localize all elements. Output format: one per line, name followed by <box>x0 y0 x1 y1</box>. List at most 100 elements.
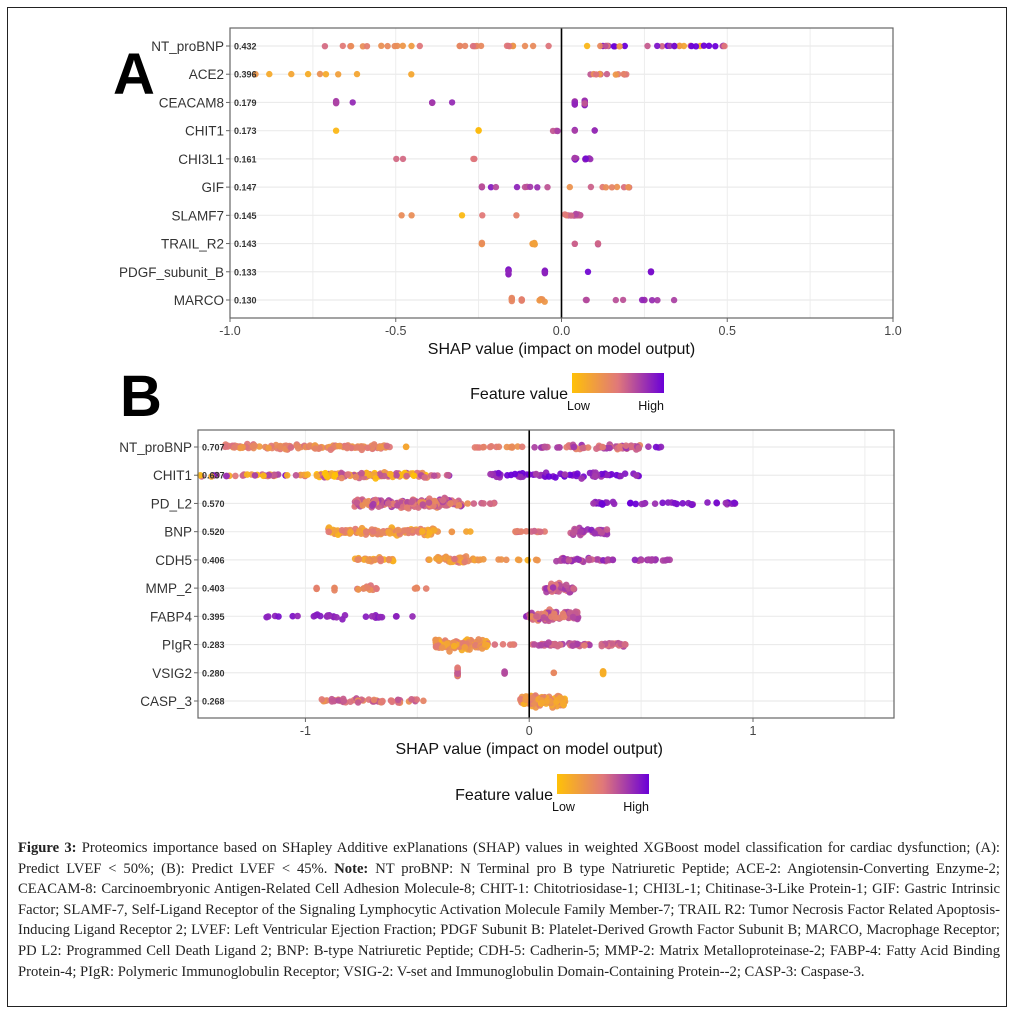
shap-point <box>531 444 538 451</box>
shap-point <box>508 294 515 302</box>
mean-abs-shap-value: 0.396 <box>234 70 257 80</box>
shap-point <box>619 296 627 304</box>
shap-point <box>617 472 624 480</box>
shap-point <box>447 500 454 507</box>
shap-point <box>363 43 371 50</box>
shap-point <box>379 697 386 705</box>
shap-point <box>545 639 552 646</box>
shap-point <box>549 584 557 591</box>
shap-point <box>471 444 479 451</box>
shap-point <box>590 500 597 507</box>
shap-point <box>549 127 557 135</box>
shap-point <box>622 442 630 449</box>
shap-point <box>385 528 392 536</box>
shap-point <box>705 42 713 49</box>
shap-point <box>524 556 532 564</box>
mean-abs-shap-value: 0.280 <box>202 668 225 678</box>
legend-high-label: High <box>623 800 649 814</box>
shap-point <box>688 42 695 50</box>
shap-point <box>363 469 370 477</box>
shap-point <box>408 42 415 50</box>
shap-point <box>370 696 378 704</box>
x-tick-label: 1.0 <box>884 324 901 338</box>
shap-point <box>626 500 634 507</box>
shap-point <box>352 473 360 481</box>
shap-point <box>553 557 560 565</box>
shap-point <box>532 470 540 478</box>
shap-point <box>603 526 611 533</box>
shap-point <box>313 472 321 480</box>
shap-point <box>433 642 440 650</box>
shap-point <box>410 472 418 479</box>
shap-point <box>409 613 416 620</box>
shap-point <box>331 471 339 479</box>
shap-point <box>648 297 656 304</box>
shap-point <box>472 641 479 649</box>
shap-point <box>704 499 711 506</box>
shap-point <box>625 184 632 191</box>
shap-point <box>584 268 592 275</box>
shap-point <box>657 443 665 451</box>
shap-point <box>470 500 478 507</box>
shap-point <box>264 613 272 620</box>
shap-point <box>252 71 259 78</box>
mean-abs-shap-value: 0.268 <box>202 697 225 707</box>
shap-point <box>467 528 474 535</box>
mean-abs-shap-value: 0.520 <box>202 527 225 537</box>
shap-point <box>318 696 326 703</box>
plot-border <box>197 429 895 719</box>
shap-point <box>571 127 578 134</box>
shap-point <box>394 526 402 534</box>
shap-point <box>377 557 385 565</box>
shap-point <box>461 558 469 566</box>
shap-point <box>511 470 519 478</box>
shap-point <box>594 240 602 247</box>
shap-point <box>561 471 569 478</box>
shap-point <box>475 556 482 564</box>
shap-point <box>413 696 421 703</box>
shap-point <box>584 444 592 451</box>
shap-point <box>569 613 577 621</box>
shap-point <box>344 471 352 478</box>
shap-point <box>527 183 534 191</box>
shap-point <box>692 43 700 50</box>
shap-point <box>294 612 301 620</box>
shap-point <box>602 42 609 50</box>
shap-point <box>276 443 284 451</box>
shap-point <box>431 497 439 505</box>
legend-low-label: Low <box>552 800 576 814</box>
shap-point <box>478 239 486 246</box>
shap-point <box>313 584 320 592</box>
feature-row-ceacam8 <box>332 97 588 109</box>
shap-point <box>503 556 510 564</box>
shap-point <box>266 70 273 78</box>
shap-point <box>597 42 604 50</box>
shap-point <box>603 471 611 479</box>
shap-point <box>304 70 312 78</box>
shap-point <box>603 70 611 78</box>
shap-point <box>398 212 405 219</box>
shap-point <box>364 584 371 591</box>
shap-point <box>458 212 466 219</box>
shap-point <box>461 644 469 651</box>
shap-point <box>221 443 229 451</box>
mean-abs-shap-value: 0.161 <box>234 154 257 164</box>
shap-point <box>640 500 648 507</box>
shap-point <box>499 641 507 648</box>
feature-row-vsig2 <box>454 664 607 680</box>
shap-point <box>536 297 543 304</box>
shap-point <box>325 528 333 536</box>
shap-point <box>495 469 502 477</box>
shap-point <box>565 557 573 564</box>
feature-row-cdh5 <box>351 553 673 566</box>
shap-point <box>487 470 494 478</box>
legend-high-label: High <box>638 399 664 413</box>
shap-point <box>571 240 578 247</box>
shap-point <box>479 444 487 451</box>
shap-point <box>591 127 598 134</box>
shap-point <box>731 499 738 507</box>
mean-abs-shap-value: 0.283 <box>202 640 225 650</box>
shap-point <box>243 471 251 478</box>
shap-point <box>631 556 639 564</box>
